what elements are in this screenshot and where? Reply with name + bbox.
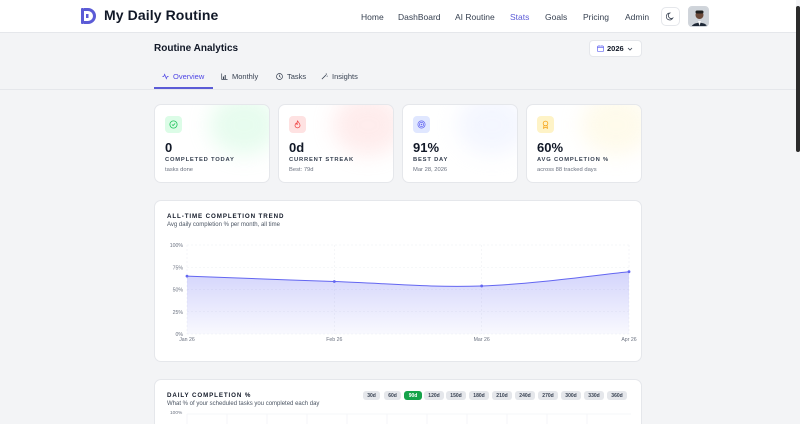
active-tab-indicator bbox=[154, 87, 213, 89]
range-button-120d[interactable]: 120d bbox=[424, 391, 444, 400]
target-icon bbox=[413, 116, 430, 133]
range-button-240d[interactable]: 240d bbox=[515, 391, 535, 400]
tab-overview-label: Overview bbox=[173, 72, 205, 81]
range-button-300d[interactable]: 300d bbox=[561, 391, 581, 400]
trend-point bbox=[185, 274, 189, 278]
nav-link-home[interactable]: Home bbox=[361, 12, 384, 22]
trend-point bbox=[627, 270, 631, 274]
stat-card-completed-today: 0 COMPLETED TODAY tasks done bbox=[154, 104, 270, 183]
clock-icon bbox=[276, 73, 283, 80]
range-button-60d[interactable]: 60d bbox=[384, 391, 401, 400]
stat-card-avg-completion: 60% AVG COMPLETION % across 88 tracked d… bbox=[526, 104, 642, 183]
nav-link-goals[interactable]: Goals bbox=[545, 12, 568, 22]
range-button-270d[interactable]: 270d bbox=[538, 391, 558, 400]
nav-link-dashboard[interactable]: DashBoard bbox=[398, 12, 441, 22]
daily-subtitle: What % of your scheduled tasks you compl… bbox=[167, 401, 320, 407]
scrollbar-track[interactable] bbox=[796, 0, 800, 424]
completion-trend-panel: ALL-TIME COMPLETION TREND Avg daily comp… bbox=[154, 200, 642, 362]
x-tick-label: Apr 26 bbox=[621, 337, 636, 343]
range-button-180d[interactable]: 180d bbox=[469, 391, 489, 400]
tab-insights-label: Insights bbox=[332, 72, 358, 81]
stat-label: AVG COMPLETION % bbox=[537, 157, 609, 163]
stat-sub: Mar 28, 2026 bbox=[413, 167, 448, 173]
tab-insights[interactable]: Insights bbox=[321, 72, 358, 81]
daily-title: DAILY COMPLETION % bbox=[167, 392, 252, 399]
y-tick-label: 25% bbox=[173, 310, 184, 316]
nav-link-ai-routine[interactable]: AI Routine bbox=[455, 12, 495, 22]
stat-sub: tasks done bbox=[165, 167, 194, 173]
range-button-210d[interactable]: 210d bbox=[492, 391, 512, 400]
app-title[interactable]: My Daily Routine bbox=[104, 7, 219, 23]
x-tick-label: Feb 26 bbox=[326, 337, 342, 343]
stat-value: 0 bbox=[165, 140, 173, 155]
stat-card-current-streak: 0d CURRENT STREAK Best: 79d bbox=[278, 104, 394, 183]
check-circle-icon bbox=[165, 116, 182, 133]
top-nav: My Daily Routine Home DashBoard AI Routi… bbox=[0, 0, 796, 33]
stat-card-best-day: 91% BEST DAY Mar 28, 2026 bbox=[402, 104, 518, 183]
page-title: Routine Analytics bbox=[154, 43, 239, 54]
tab-tasks[interactable]: Tasks bbox=[276, 72, 306, 81]
app-logo-icon[interactable] bbox=[81, 8, 96, 24]
trend-point bbox=[332, 280, 336, 283]
trend-subtitle: Avg daily completion % per month, all ti… bbox=[167, 222, 280, 228]
completion-trend-chart: 0% 25% 50% 75% 100% Jan 26 Feb 26 Mar 26 Apr 26 bbox=[170, 243, 637, 343]
tab-tasks-label: Tasks bbox=[287, 72, 307, 81]
y-tick-label: 75% bbox=[173, 265, 184, 271]
daily-y-axis-top: 100% bbox=[170, 411, 183, 416]
year-select-value: 2026 bbox=[607, 44, 624, 53]
flame-icon bbox=[289, 116, 306, 133]
daily-grid bbox=[186, 413, 631, 424]
moon-icon bbox=[666, 12, 674, 21]
calendar-icon bbox=[597, 45, 604, 52]
wand-icon bbox=[321, 73, 328, 80]
avatar-image bbox=[689, 7, 708, 26]
tab-monthly-label: Monthly bbox=[232, 72, 259, 81]
trend-area bbox=[187, 271, 629, 334]
trend-title: ALL-TIME COMPLETION TREND bbox=[167, 213, 285, 220]
stat-value: 91% bbox=[413, 140, 440, 155]
y-tick-label: 100% bbox=[170, 243, 184, 249]
x-tick-label: Mar 26 bbox=[474, 337, 490, 343]
y-tick-label: 0% bbox=[176, 332, 184, 338]
y-tick-label: 50% bbox=[173, 288, 184, 294]
award-icon bbox=[537, 116, 554, 133]
activity-icon bbox=[162, 73, 169, 80]
stat-value: 60% bbox=[537, 140, 564, 155]
tab-monthly[interactable]: Monthly bbox=[221, 72, 258, 81]
scrollbar-thumb[interactable] bbox=[796, 6, 800, 152]
nav-link-pricing[interactable]: Pricing bbox=[583, 12, 609, 22]
range-button-30d[interactable]: 30d bbox=[363, 391, 380, 400]
range-button-330d[interactable]: 330d bbox=[584, 391, 604, 400]
range-button-360d[interactable]: 360d bbox=[607, 391, 627, 400]
nav-link-admin[interactable]: Admin bbox=[625, 12, 650, 22]
bar-chart-icon bbox=[221, 73, 228, 80]
year-select[interactable]: 2026 bbox=[589, 40, 642, 57]
page-header bbox=[0, 34, 796, 90]
stat-label: CURRENT STREAK bbox=[289, 157, 354, 163]
x-tick-label: Jan 26 bbox=[179, 337, 195, 343]
range-button-150d[interactable]: 150d bbox=[446, 391, 466, 400]
stat-sub: across 88 tracked days bbox=[537, 167, 597, 173]
stat-label: COMPLETED TODAY bbox=[165, 157, 235, 163]
stat-label: BEST DAY bbox=[413, 157, 449, 163]
chevron-down-icon bbox=[627, 47, 632, 51]
trend-point bbox=[480, 284, 484, 288]
trend-line bbox=[186, 271, 630, 287]
nav-link-stats[interactable]: Stats bbox=[510, 12, 530, 22]
theme-toggle-button[interactable] bbox=[661, 7, 680, 26]
stat-sub: Best: 79d bbox=[289, 167, 314, 173]
daily-completion-panel: DAILY COMPLETION % What % of your schedu… bbox=[154, 379, 642, 424]
stat-value: 0d bbox=[289, 140, 305, 155]
tab-overview[interactable]: Overview bbox=[162, 72, 204, 81]
user-avatar[interactable] bbox=[688, 6, 709, 27]
range-button-90d[interactable]: 90d bbox=[404, 391, 422, 400]
